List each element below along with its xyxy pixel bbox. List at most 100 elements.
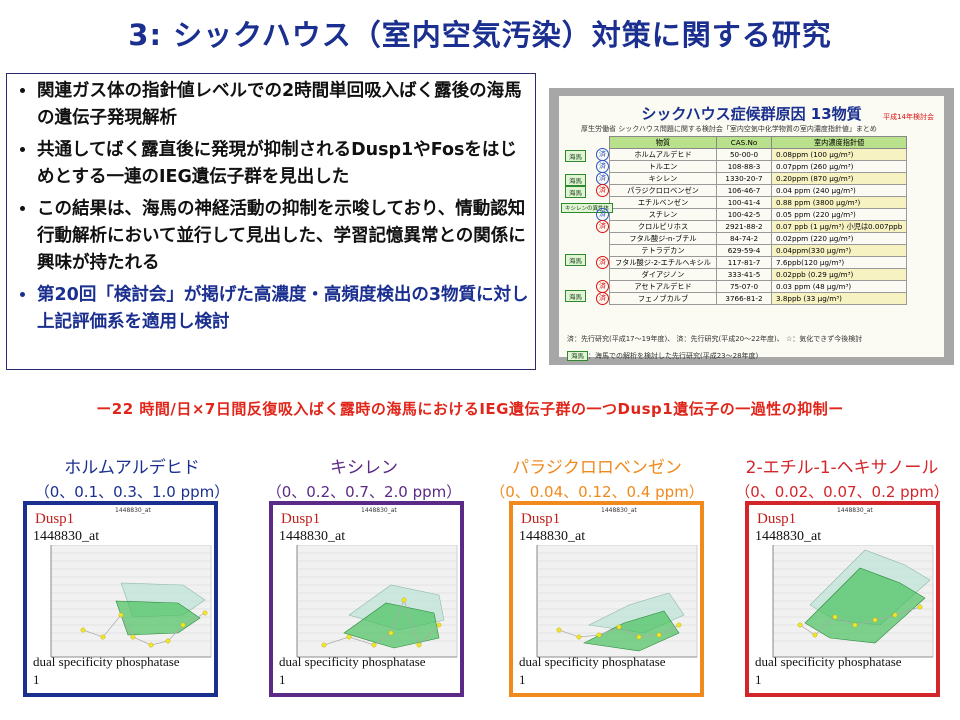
hippocampus-tag: 海馬 <box>565 254 586 266</box>
probe-id: 1448830_at <box>279 529 346 544</box>
plot-surface-front <box>115 600 201 636</box>
plot-point <box>148 642 154 648</box>
table-legend: 済：先行研究(平成17〜19年度)、 済：先行研究(平成20〜22年度)、 ☆：… <box>567 335 863 343</box>
table-cell: 2921-88-2 <box>716 220 772 233</box>
gene-name: Dusp1 <box>281 511 321 527</box>
table-cell: 84-74-2 <box>716 232 772 245</box>
table-cell: 0.03 ppm (48 μg/m³) <box>770 280 908 293</box>
expression-panel: 1448830_at Dusp1 1448830_at dual specifi… <box>745 501 940 697</box>
chemical-table-body: ホルムアルデヒド 50-00-0 0.08ppm (100 μg/m³) トルエン 10… <box>609 148 908 305</box>
bullet-item: この結果は、海馬の神経活動の抑制を示唆しており、情動認知行動解析において並行して… <box>37 196 529 277</box>
table-row: クロルピリホス 2921-88-2 0.07 ppb (1 μg/m³) 小児は0.… <box>609 220 908 233</box>
table-cell: 117-81-7 <box>716 256 772 269</box>
bullet-item: 関連ガス体の指針値レベルでの2時間単回吸入ばく露後の海馬の遺伝子発現解析 <box>37 78 529 132</box>
table-cell: パラジクロロベンゼン <box>609 184 717 197</box>
table-cell: 0.05 ppm (220 μg/m³) <box>770 208 908 221</box>
table-cell: 333-41-5 <box>716 268 772 281</box>
table-cell: 0.04ppm(330 μg/m³) <box>770 244 908 257</box>
plot-point <box>892 612 898 618</box>
table-cell: テトラデカン <box>609 244 717 257</box>
condition-dose-xylene: （0、0.2、0.7、2.0 ppm） <box>266 483 462 501</box>
expression-3d-plot <box>772 545 934 658</box>
probe-id: 1448830_at <box>33 529 100 544</box>
table-cell: ダイアジノン <box>609 268 717 281</box>
plot-point <box>416 642 422 648</box>
expression-3d-plot <box>536 545 698 658</box>
plot-point <box>797 622 803 628</box>
bullet-item: 共通してばく露直後に発現が抑制されるDusp1やFosをはじめとする一連のIEG… <box>37 137 529 191</box>
plot-point <box>872 617 878 623</box>
gene-description-number: 1 <box>33 672 40 687</box>
table-cell: 0.02ppm (220 μg/m³) <box>770 232 908 245</box>
plot-point <box>596 632 602 638</box>
table-cell: フタル酸ジ-n-ブチル <box>609 232 717 245</box>
table-cell: 1330-20-7 <box>716 172 772 185</box>
condition-name-2eh: 2-エチル-1-ヘキサノール <box>745 458 939 478</box>
gene-description: dual specificity phosphatase <box>279 654 426 669</box>
table-cell: 100-42-5 <box>716 208 772 221</box>
slide-title: 3: シックハウス（室内空気汚染）対策に関する研究 <box>128 18 832 52</box>
table-cell: 0.20ppm (870 μg/m³) <box>770 172 908 185</box>
table-title: シックハウス症候群原因 13物質 <box>641 105 862 123</box>
bullet-box: 関連ガス体の指針値レベルでの2時間単回吸入ばく露後の海馬の遺伝子発現解析 共通し… <box>6 73 536 370</box>
table-row: スチレン 100-42-5 0.05 ppm (220 μg/m³) <box>609 208 908 221</box>
plot-point <box>80 627 86 633</box>
plot-surface-front <box>343 602 440 649</box>
table-cell: スチレン <box>609 208 717 221</box>
table-header: 物質 <box>609 136 717 149</box>
expression-panel: 1448830_at Dusp1 1448830_at dual specifi… <box>269 501 464 697</box>
chemical-table-image: シックハウス症候群原因 13物質 平成14年検討会 厚生労働省 シックハウス問題… <box>549 88 954 365</box>
hippocampus-tag: 海馬 <box>565 150 586 162</box>
condition-dose-2eh: （0、0.02、0.07、0.2 ppm） <box>735 483 949 501</box>
section-subtitle: ー22 時間/日×7日間反復吸入ばく露時の海馬におけるIEG遺伝子群の一つDus… <box>96 400 844 418</box>
table-cell: フェノブカルブ <box>609 292 717 305</box>
table-header: CAS.No <box>716 136 772 149</box>
gene-name: Dusp1 <box>757 511 797 527</box>
plot-point <box>118 612 124 618</box>
isomer-tag: キシレンの異性体 <box>561 203 614 213</box>
condition-dose-pdcb: （0、0.04、0.12、0.4 ppm） <box>490 483 704 501</box>
plot-point <box>656 632 662 638</box>
plot-surface-front <box>804 567 926 644</box>
plot-point <box>202 610 208 616</box>
table-row: フタル酸ジ-n-ブチル 84-74-2 0.02ppm (220 μg/m³) <box>609 232 908 245</box>
table-row: エチルベンゼン 100-41-4 0.88 ppm (3800 μg/m³) <box>609 196 908 209</box>
table-cell: 3.8ppb (33 μg/m³) <box>770 292 908 305</box>
done-circle-icon: 済 <box>596 184 609 197</box>
done-circle-icon: 済 <box>596 220 609 233</box>
plot-point <box>130 634 136 640</box>
plot-point <box>165 638 171 644</box>
table-row: キシレン 1330-20-7 0.20ppm (870 μg/m³) <box>609 172 908 185</box>
gene-description-number: 1 <box>519 672 526 687</box>
hippocampus-tag: 海馬 <box>565 186 586 198</box>
table-row: フタル酸ジ-2-エチルヘキシル 117-81-7 7.6ppb(120 μg/m³) <box>609 256 908 269</box>
table-subtitle: 厚生労働省 シックハウス問題に関する検討会「室内空気中化学物質の室内濃度指針値」… <box>581 125 877 133</box>
expression-3d-plot <box>50 545 212 658</box>
table-cell: クロルピリホス <box>609 220 717 233</box>
gene-description: dual specificity phosphatase <box>755 654 902 669</box>
gene-description: dual specificity phosphatase <box>33 654 180 669</box>
done-circle-icon: 済 <box>596 292 609 305</box>
table-legend-text: ：海馬での解析を検討した先行研究(平成23〜28年度) <box>588 352 759 360</box>
table-cell: キシレン <box>609 172 717 185</box>
table-header: 室内濃度指針値 <box>770 136 908 149</box>
hippocampus-tag: 海馬 <box>565 174 586 186</box>
table-row: ダイアジノン 333-41-5 0.02ppb (0.29 μg/m³) <box>609 268 908 281</box>
plot-point <box>852 622 858 628</box>
plot-point <box>636 634 642 640</box>
hippocampus-tag: 海馬 <box>567 351 588 361</box>
table-cell: 0.08ppm (100 μg/m³) <box>770 148 908 161</box>
table-cell: ホルムアルデヒド <box>609 148 717 161</box>
condition-name-formaldehyde: ホルムアルデヒド <box>64 458 200 478</box>
table-cell: 100-41-4 <box>716 196 772 209</box>
plot-point <box>616 624 622 630</box>
plot-point <box>676 622 682 628</box>
gene-description-number: 1 <box>279 672 286 687</box>
table-cell: 50-00-0 <box>716 148 772 161</box>
table-cell: 108-88-3 <box>716 160 772 173</box>
gene-description: dual specificity phosphatase <box>519 654 666 669</box>
plot-point <box>180 622 186 628</box>
plot-point <box>436 622 442 628</box>
plot-point <box>346 634 352 640</box>
table-legend-2: 海馬 ：海馬での解析を検討した先行研究(平成23〜28年度) <box>567 350 758 361</box>
